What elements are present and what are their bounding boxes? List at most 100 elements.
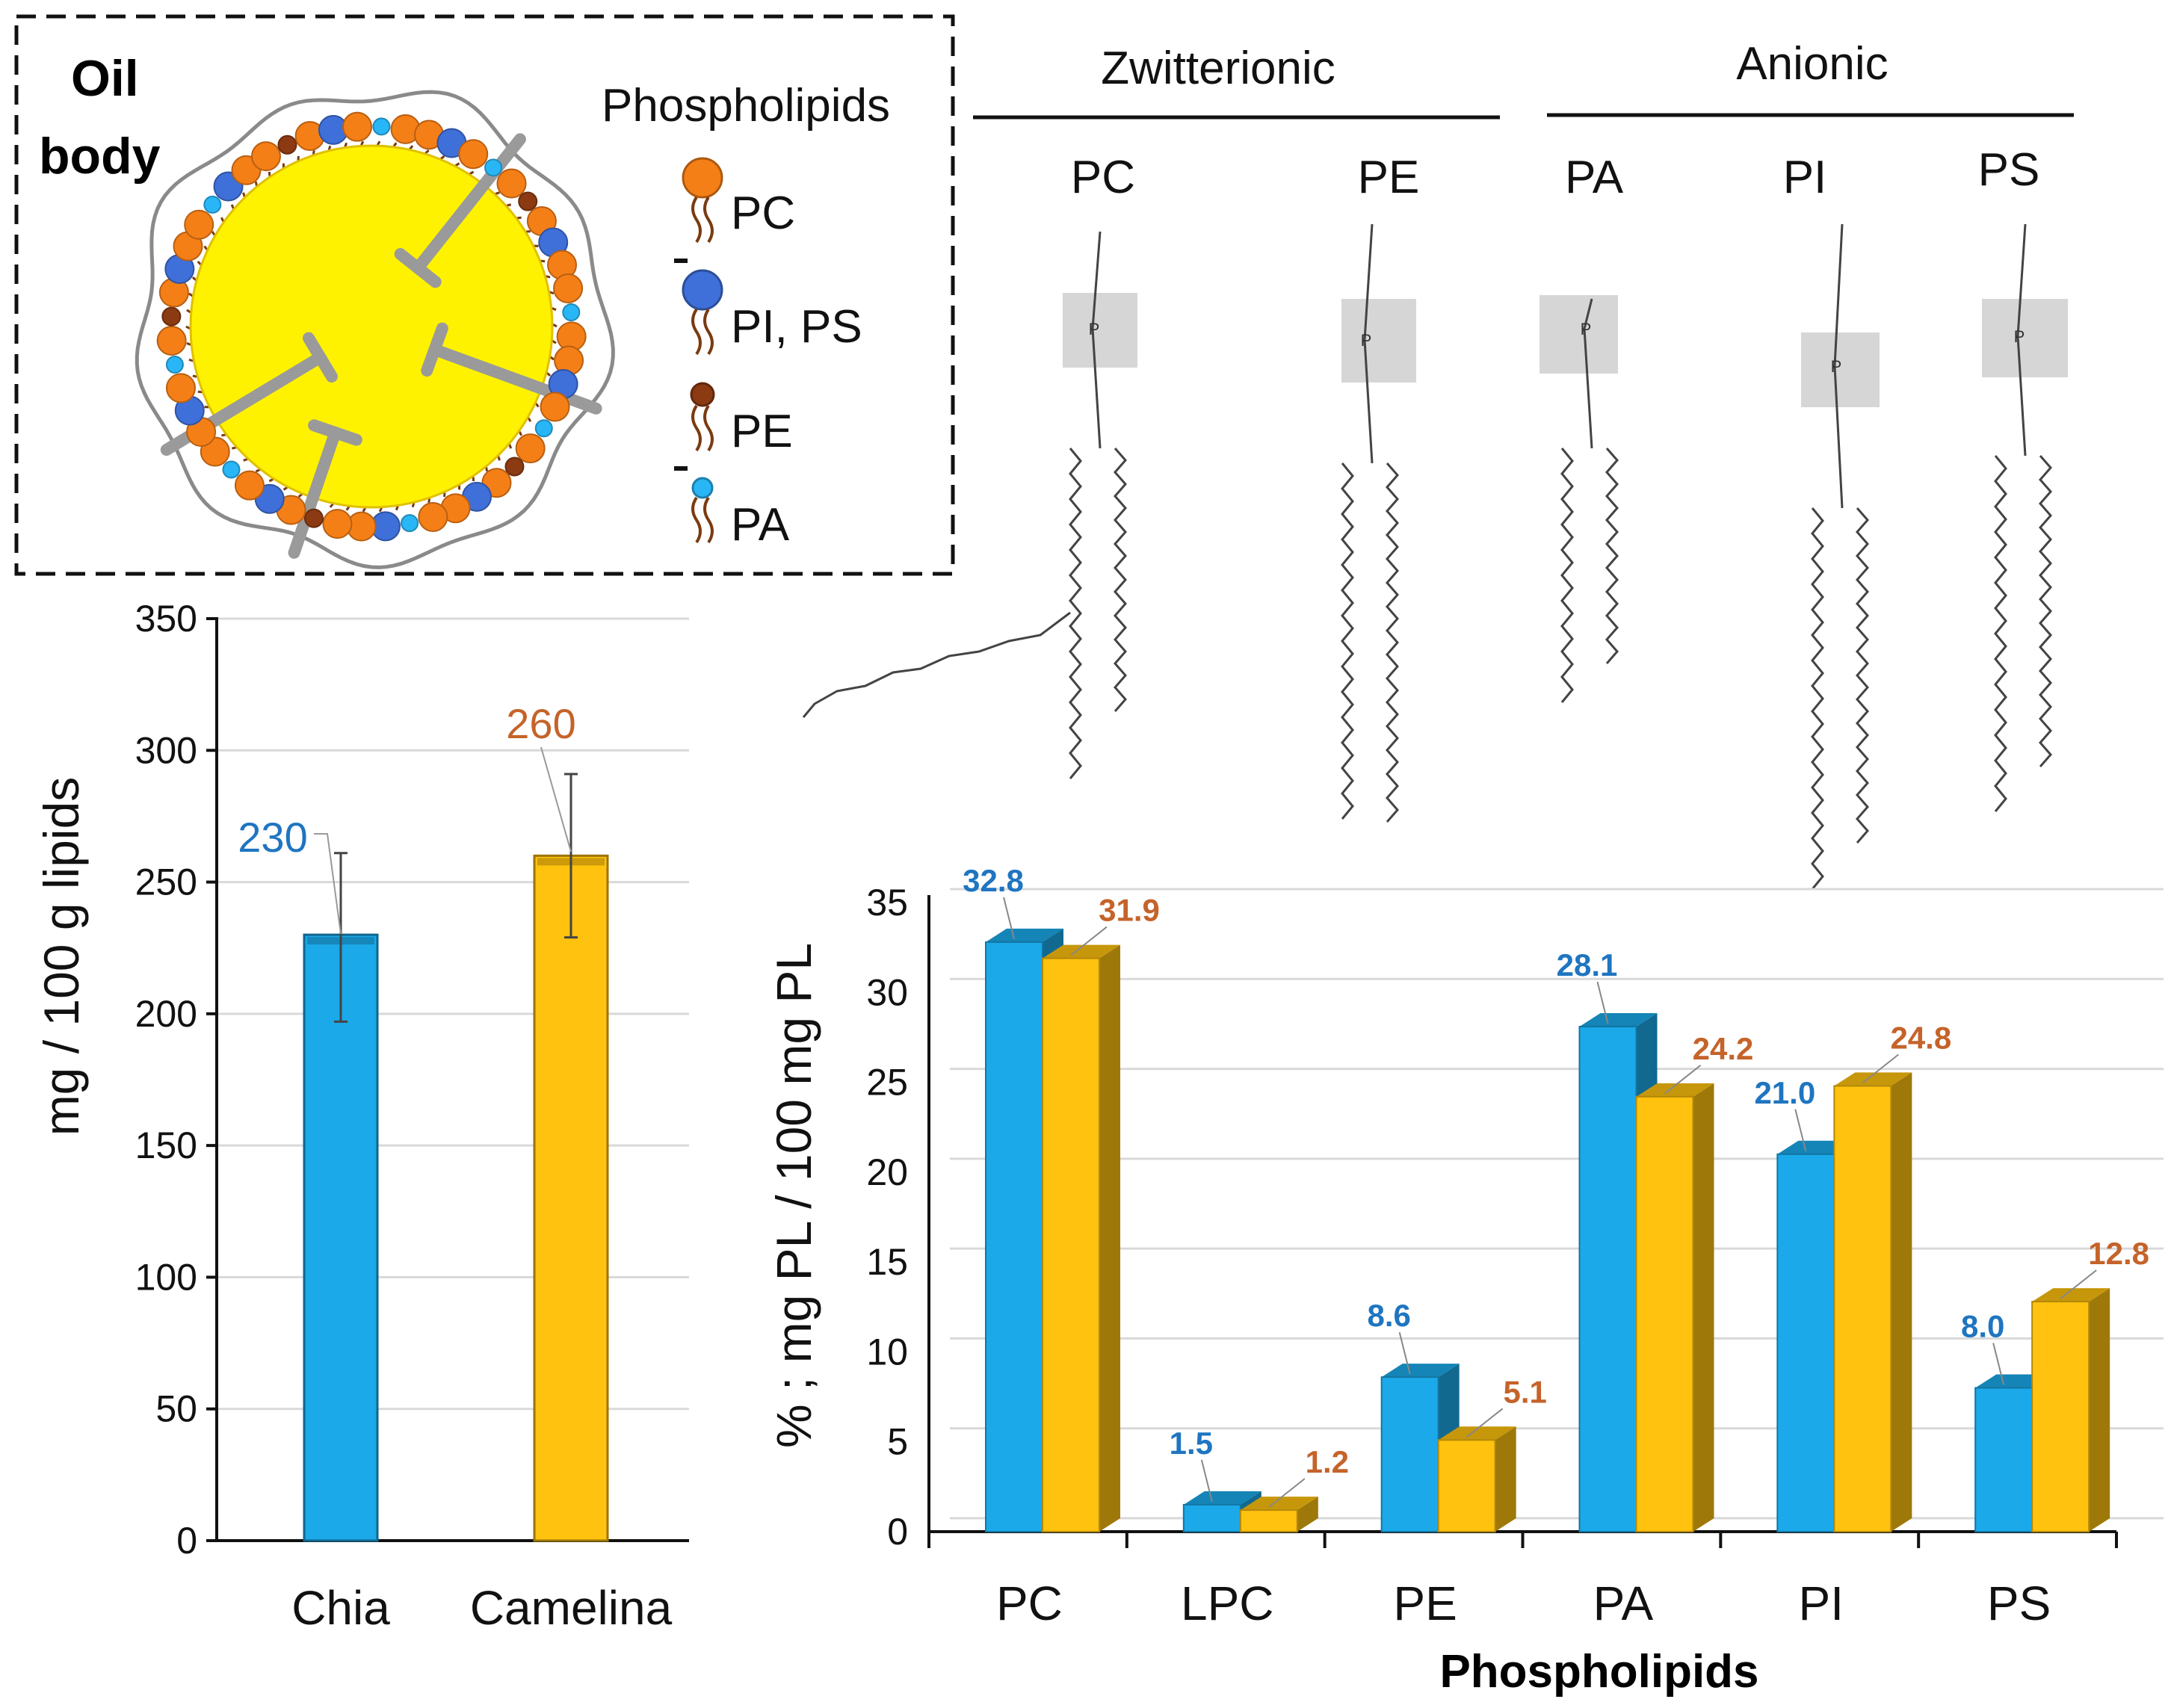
oil-body-title-1: Oil: [71, 50, 139, 107]
phosphorus-atom: P: [1831, 357, 1842, 376]
oleosin-stem: [288, 426, 342, 559]
phospholipid-head: [515, 433, 546, 464]
chart2-bar-side: [1099, 944, 1120, 1532]
chart2-bar-side: [2089, 1288, 2110, 1532]
phospholipid-head: [418, 502, 448, 533]
phosphate-highlight: [1540, 295, 1618, 374]
phospholipid-head: [458, 139, 489, 170]
chart2-bar-top: [1183, 1491, 1261, 1505]
phospholipid-head: [203, 195, 222, 214]
phospholipid-head: [156, 325, 187, 356]
phospholipid-head: [496, 168, 527, 199]
chart2-bar-side: [1693, 1083, 1714, 1532]
acyl-chain: [1341, 462, 1354, 820]
chart2-leader-line: [2060, 1269, 2097, 1299]
panel-border: [14, 14, 955, 576]
acyl-chain: [1994, 455, 2007, 812]
chart2-bar: [1182, 1503, 1241, 1533]
chart2-bar-top: [1834, 1072, 1912, 1086]
phospholipid-head: [234, 470, 265, 501]
phospholipid-head: [540, 392, 570, 422]
phospholipid-head: [322, 509, 353, 539]
chart2-category-label: PI: [1799, 1577, 1844, 1630]
chart2-bar-top: [1043, 944, 1120, 959]
acyl-chain: [802, 611, 1071, 718]
molecule-backbone: [1833, 223, 1844, 509]
chart1-ytick-label: 50: [155, 1388, 197, 1430]
structure-label-pc: PC: [1071, 152, 1135, 203]
acyl-chain: [1856, 507, 1869, 844]
chart2-ytick-label: 10: [866, 1331, 908, 1373]
chart1-category-label: Camelina: [470, 1581, 673, 1635]
oleosin-head: [302, 332, 338, 383]
chart2-leader-line: [1862, 1053, 1899, 1084]
chart2-bar-top: [2032, 1288, 2110, 1302]
negative-charge-icon: [674, 466, 688, 471]
legend-head-icon: [690, 382, 715, 407]
phosphorus-atom: P: [1089, 320, 1100, 338]
chart2-category-label: PS: [1987, 1577, 2051, 1630]
phosphate-highlight: [1801, 332, 1880, 407]
molecule-backbone: [1091, 231, 1102, 449]
chart2-data-label: 32.8: [963, 863, 1024, 898]
chart2-category-label: PE: [1393, 1577, 1457, 1630]
oil-body-panel: Oil body Phospholipids PC PI, PS PE PA: [14, 14, 955, 576]
legend-tail-icon: [703, 308, 714, 356]
oil-body-diagram: [135, 90, 615, 569]
oleosin-head: [394, 248, 442, 288]
acyl-chain: [1811, 507, 1824, 890]
chart2-bar-side: [1495, 1426, 1516, 1532]
chart2-data-label: 21.0: [1754, 1075, 1815, 1110]
phospholipid-head: [504, 457, 525, 477]
chart2-ytick-label: 15: [866, 1241, 908, 1283]
legend-label-3: PA: [731, 499, 790, 551]
chart2-ytick-label: 25: [866, 1062, 908, 1104]
phosphorus-atom: P: [1361, 331, 1372, 350]
oleosin-stem: [412, 133, 526, 274]
acyl-chain: [1114, 448, 1127, 712]
total-phospholipid-chart: mg / 100 g lipids 0 50 100 150 200 250 300 350 C…: [34, 598, 689, 1635]
legend-head-icon: [691, 477, 714, 499]
chart2-leader-line: [1398, 1331, 1411, 1375]
chart2-bar-top: [1240, 1497, 1318, 1511]
legend-head-icon: [682, 157, 723, 199]
chart2-ylabel: % ; mg PL / 100 mg PL: [766, 943, 821, 1448]
chart2-leader-line: [1794, 1109, 1807, 1152]
phospholipid-head: [518, 191, 538, 211]
chart1-ytick-label: 300: [135, 729, 197, 771]
chart1-category-label: Chia: [291, 1581, 390, 1635]
phosphorus-atom: P: [1581, 320, 1592, 338]
structure-label-pi: PI: [1783, 152, 1827, 203]
oleosin-stem: [428, 343, 602, 415]
chart1-bar: [303, 933, 379, 1542]
chart2-data-label: 8.0: [1961, 1309, 2004, 1344]
legend-tail-icon: [691, 308, 702, 356]
legend-head-icon: [682, 269, 723, 311]
phospholipid-head: [184, 209, 214, 240]
chart1-data-label: 230: [238, 814, 307, 861]
oleosin-head: [308, 419, 362, 446]
chart2-ytick-label: 20: [866, 1151, 908, 1193]
legend-tail-icon: [691, 404, 702, 452]
chart2-bar-top: [1579, 1012, 1658, 1027]
chart2-bar-top: [1381, 1364, 1460, 1378]
chart1-ylabel: mg / 100 g lipids: [34, 777, 89, 1136]
chart2-bar: [1974, 1387, 2033, 1532]
chart2-bar-top: [1438, 1426, 1516, 1441]
chart2-category-label: LPC: [1181, 1577, 1274, 1630]
chart2-ytick-label: 30: [866, 971, 908, 1013]
chart2-leader-line: [1596, 981, 1609, 1024]
phospholipid-head: [562, 303, 581, 322]
chart1-ytick-label: 200: [135, 993, 197, 1035]
chart2-bar: [1239, 1509, 1298, 1533]
chart1-ytick-label: 250: [135, 861, 197, 903]
chart1-bar: [533, 854, 609, 1542]
acyl-chain: [1605, 448, 1619, 664]
acyl-chain: [2039, 455, 2052, 767]
molecule-backbone: [2016, 223, 2027, 457]
legend-label-2: PE: [731, 406, 793, 457]
phosphate-highlight: [1982, 299, 2068, 377]
chart2-leader-line: [1664, 1065, 1702, 1095]
phospholipid-head: [534, 419, 553, 438]
